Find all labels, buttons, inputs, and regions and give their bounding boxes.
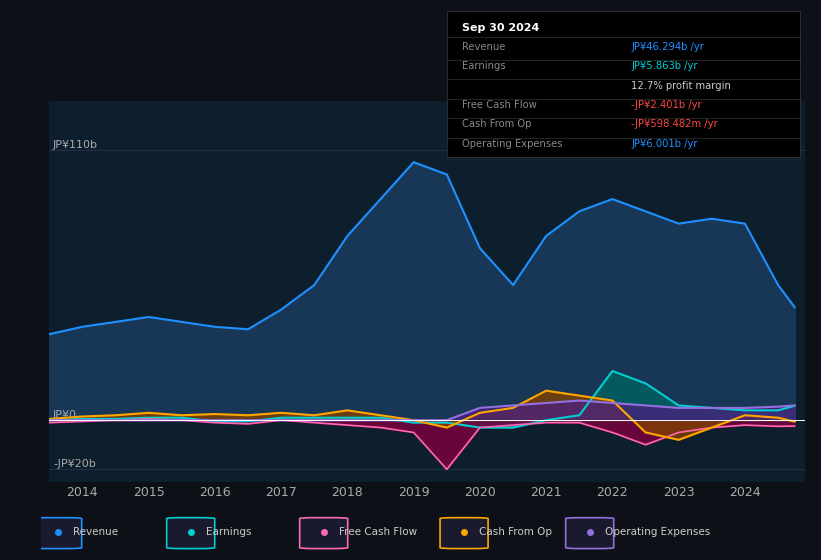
Text: JP¥110b: JP¥110b	[53, 140, 98, 150]
Text: Sep 30 2024: Sep 30 2024	[461, 23, 539, 33]
Text: JP¥6.001b /yr: JP¥6.001b /yr	[631, 139, 698, 149]
Text: JP¥0: JP¥0	[53, 410, 77, 420]
FancyBboxPatch shape	[34, 517, 82, 549]
Text: 12.7% profit margin: 12.7% profit margin	[631, 81, 731, 91]
Text: Earnings: Earnings	[461, 61, 505, 71]
Text: Revenue: Revenue	[73, 527, 118, 537]
FancyBboxPatch shape	[167, 517, 215, 549]
Text: -JP¥2.401b /yr: -JP¥2.401b /yr	[631, 100, 702, 110]
Text: JP¥5.863b /yr: JP¥5.863b /yr	[631, 61, 698, 71]
Text: JP¥46.294b /yr: JP¥46.294b /yr	[631, 42, 704, 52]
Text: Operating Expenses: Operating Expenses	[461, 139, 562, 149]
Text: Free Cash Flow: Free Cash Flow	[339, 527, 417, 537]
FancyBboxPatch shape	[566, 517, 613, 549]
Text: Operating Expenses: Operating Expenses	[605, 527, 710, 537]
FancyBboxPatch shape	[300, 517, 348, 549]
Text: -JP¥598.482m /yr: -JP¥598.482m /yr	[631, 119, 718, 129]
Text: Free Cash Flow: Free Cash Flow	[461, 100, 536, 110]
Text: Earnings: Earnings	[206, 527, 251, 537]
Text: -JP¥20b: -JP¥20b	[53, 459, 96, 469]
Text: Cash From Op: Cash From Op	[461, 119, 531, 129]
FancyBboxPatch shape	[440, 517, 488, 549]
Text: Revenue: Revenue	[461, 42, 505, 52]
Text: Cash From Op: Cash From Op	[479, 527, 553, 537]
